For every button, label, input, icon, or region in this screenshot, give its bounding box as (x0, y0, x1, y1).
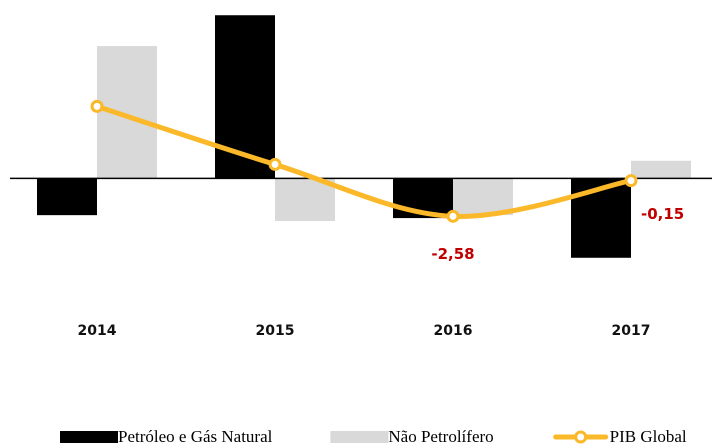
bar (453, 178, 513, 216)
bar (37, 178, 97, 216)
legend-label: PIB Global (610, 427, 687, 446)
bar (97, 46, 157, 179)
bar (275, 178, 335, 222)
legend-label: Não Petrolífero (388, 427, 493, 446)
line-marker (90, 99, 104, 113)
legend-marker (574, 430, 588, 444)
line-marker (446, 209, 460, 223)
line-marker (624, 174, 638, 188)
bar (215, 15, 275, 179)
x-tick-label: 2017 (612, 323, 651, 339)
x-tick-label: 2015 (256, 323, 295, 339)
legend-swatch (330, 431, 389, 443)
legend-swatch (60, 431, 118, 443)
data-label: -2,58 (431, 245, 474, 263)
x-tick-label: 2016 (434, 323, 473, 339)
bar (631, 160, 691, 179)
line-marker (268, 157, 282, 171)
line (94, 103, 634, 219)
x-tick-label: 2014 (78, 323, 117, 339)
legend-label: Petróleo e Gás Natural (118, 427, 273, 446)
data-label: -0,15 (641, 205, 684, 223)
